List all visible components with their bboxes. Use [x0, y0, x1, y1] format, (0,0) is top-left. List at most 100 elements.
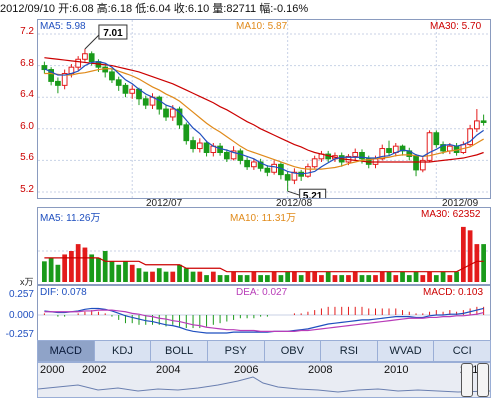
max-label-box	[98, 24, 128, 40]
volume-bar	[332, 275, 338, 282]
candle-body	[55, 80, 61, 86]
volume-bar	[481, 244, 486, 282]
price-y-tick: 6.4	[20, 89, 34, 101]
candle-body	[41, 65, 48, 71]
candle-body	[129, 88, 136, 94]
volume-bar	[386, 271, 392, 282]
volume-bar	[346, 275, 351, 282]
volume-bar	[359, 275, 365, 282]
volume-bar	[237, 275, 243, 282]
change-label: 幅:	[259, 3, 274, 15]
volume-bar	[312, 271, 318, 282]
quote-date: 2012/09/10	[0, 3, 56, 15]
candle-body	[48, 69, 55, 82]
candle-body	[311, 158, 318, 168]
min-label-box	[299, 188, 327, 198]
volume-bar	[190, 271, 196, 282]
tab-cci[interactable]: CCI	[452, 345, 472, 357]
timeline-scrubber[interactable]: 2000 2002 2004 2006 2008 2010 2012	[37, 362, 491, 398]
volume-bar	[298, 275, 304, 282]
candle-body	[433, 132, 440, 146]
candle-body	[115, 79, 122, 86]
candle-body	[230, 150, 237, 160]
tab-wvad[interactable]: WVAD	[378, 341, 435, 361]
candle-body	[352, 152, 359, 157]
volume-label: 量:	[212, 3, 227, 15]
volume-bar	[325, 271, 331, 282]
volume-ma5-legend: MA5: 11.26万	[40, 213, 101, 224]
volume-bar	[258, 275, 263, 282]
high-label: 高:	[96, 3, 111, 15]
volume-bar	[278, 275, 284, 282]
close-value: 6.10	[187, 3, 210, 15]
tab-rsi[interactable]: RSI	[321, 341, 378, 361]
timeline-history-line	[38, 376, 490, 393]
tab-psy[interactable]: PSY	[208, 341, 265, 361]
volume-bar	[339, 275, 345, 282]
volume-unit-label: x万	[20, 277, 34, 287]
volume-bar	[319, 275, 324, 282]
volume-bar	[379, 271, 385, 282]
volume-bar	[75, 244, 81, 282]
volume-bar	[413, 271, 419, 282]
volume-bar	[265, 275, 270, 282]
candle-body	[75, 58, 82, 68]
volume-bar	[366, 275, 372, 282]
timeline-left-handle[interactable]	[461, 363, 473, 397]
candle-body	[82, 53, 88, 60]
volume-bar	[393, 275, 399, 282]
dea-line	[44, 309, 484, 332]
volume-bar	[467, 230, 473, 282]
volume-bar	[460, 226, 466, 282]
candle-body	[176, 108, 183, 126]
volume-bar	[156, 268, 162, 282]
timeline-year-2010: 2010	[384, 364, 409, 376]
timeline-year-2006: 2006	[234, 364, 259, 376]
candle-body	[473, 120, 480, 130]
macd-chart	[38, 306, 490, 334]
timeline-year-2000: 2000	[40, 364, 65, 376]
volume-bar	[42, 261, 47, 282]
min-pointer	[287, 190, 300, 196]
volume-ma30-legend: MA30: 62352	[421, 209, 481, 220]
x-label-2012-08: 2012/08	[276, 198, 313, 209]
quote-header: 2012/09/10 开:6.08 高:6.18 低:6.04 收:6.10 量…	[0, 0, 494, 16]
volume-bar	[224, 275, 230, 282]
x-label-2012-09: 2012/09	[442, 198, 479, 209]
macd-y-tick-mid: 0.000	[8, 310, 34, 321]
tab-kdj[interactable]: KDJ	[95, 341, 152, 361]
macd-value-legend: MACD: 0.103	[423, 287, 484, 298]
candle-body	[244, 159, 250, 168]
volume-bar	[55, 264, 61, 282]
tab-boll[interactable]: BOLL	[151, 341, 208, 361]
candle-body	[480, 120, 487, 123]
tab-macd[interactable]: MACD	[38, 341, 95, 361]
volume-bar	[183, 268, 189, 282]
volume-bar	[136, 268, 142, 282]
volume-bar	[244, 275, 250, 282]
candle-body	[257, 161, 264, 169]
candle-body	[440, 144, 446, 152]
candle-body	[419, 159, 426, 171]
price-panel: 7.01 5.21	[37, 19, 491, 199]
volume-bar	[454, 271, 459, 282]
volume-bar	[440, 271, 446, 282]
volume-ma30-line	[44, 257, 484, 273]
volume-ma10-legend: MA10: 11.31万	[230, 213, 296, 224]
candle-body	[426, 132, 433, 161]
indicator-tabs: MACD KDJ BOLL PSY OBV RSI WVAD CCI	[37, 340, 491, 362]
volume-bar	[150, 271, 155, 282]
volume-bar	[210, 271, 216, 282]
candle-body	[379, 148, 386, 160]
timeline-year-2008: 2008	[308, 364, 333, 376]
volume-bar	[197, 271, 203, 282]
ma10-line	[44, 68, 484, 170]
tab-obv[interactable]: OBV	[265, 341, 322, 361]
max-price-label: 7.01	[103, 28, 123, 39]
volume-bar	[163, 271, 169, 282]
candle-body	[467, 128, 473, 146]
candle-body	[386, 148, 392, 154]
timeline-right-handle[interactable]	[477, 363, 489, 397]
price-chart: 7.01 5.21	[38, 20, 490, 198]
volume-panel	[37, 207, 491, 285]
